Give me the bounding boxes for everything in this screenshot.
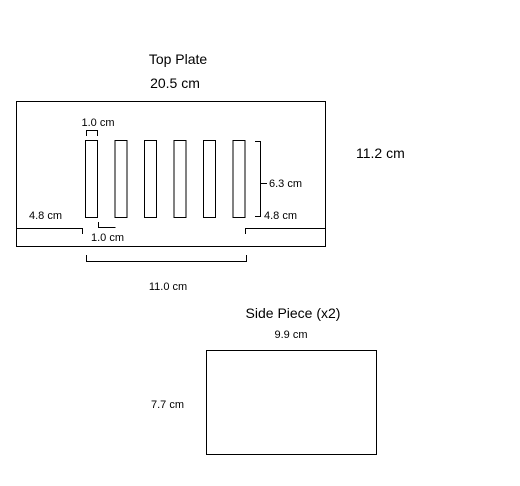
slot-group: [85, 140, 246, 218]
slot-length-label: 6.3 cm: [269, 178, 302, 190]
slot-6: [232, 140, 246, 218]
slot-span-label: 11.0 cm: [149, 281, 187, 293]
top-plate-height-label: 11.2 cm: [356, 145, 405, 161]
left-margin-dimension: [16, 228, 83, 234]
right-margin-dimension: [245, 228, 326, 234]
top-plate-width-label: 20.5 cm: [150, 75, 200, 91]
left-margin-label: 4.8 cm: [29, 210, 62, 222]
slot-3: [144, 140, 157, 218]
slot-width-label: 1.0 cm: [81, 117, 114, 129]
right-margin-label: 4.8 cm: [264, 210, 297, 222]
top-plate-outline: [16, 101, 326, 247]
slot-span-bracket: [86, 255, 247, 262]
slot-gap-label: 1.0 cm: [91, 232, 124, 244]
slot-width-bracket: [86, 130, 98, 136]
slot-1: [85, 140, 98, 218]
side-piece-width-label: 9.9 cm: [274, 329, 307, 341]
top-plate-title: Top Plate: [149, 51, 208, 67]
slot-gap-bracket: [98, 222, 116, 228]
slot-5: [203, 140, 216, 218]
slot-2: [114, 140, 128, 218]
slot-4: [173, 140, 187, 218]
side-piece-height-label: 7.7 cm: [151, 399, 184, 411]
side-piece-title: Side Piece (x2): [246, 305, 341, 321]
slot-length-bracket: [255, 141, 261, 217]
side-piece-outline: [206, 350, 377, 455]
